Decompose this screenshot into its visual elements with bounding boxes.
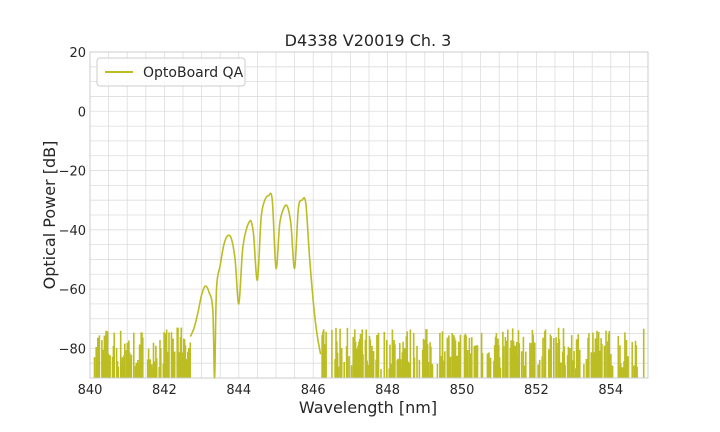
x-tick-label: 842 [152,383,177,398]
x-tick-label: 846 [301,383,326,398]
legend-box [96,57,246,87]
y-tick-label: −80 [59,342,86,357]
plot-area [93,192,645,379]
x-tick-labels: 840 842 844 846 848 850 852 854 [78,383,624,398]
legend: OptoBoard QA [96,57,246,87]
x-tick-label: 844 [226,383,251,398]
series-line-optoboard-qa [189,192,322,379]
y-tick-label: 0 [78,105,86,120]
y-tick-label: 20 [69,46,86,61]
x-axis-label: Wavelength [nm] [299,398,437,417]
x-tick-label: 852 [524,383,549,398]
x-tick-label: 848 [375,383,400,398]
y-tick-label: −40 [59,224,86,239]
x-tick-label: 840 [78,383,103,398]
noise-floor-spikes [93,327,645,378]
y-tick-label: −20 [59,165,86,180]
chart-title: D4338 V20019 Ch. 3 [285,31,452,50]
x-tick-label: 854 [598,383,623,398]
x-tick-label: 850 [450,383,475,398]
y-axis-label: Optical Power [dB] [40,141,59,290]
y-tick-label: −60 [59,283,86,298]
grid-lines [89,51,649,379]
axes-frame [89,51,649,379]
legend-label-optoboard-qa: OptoBoard QA [143,65,244,81]
y-tick-labels: 20 0 −20 −40 −60 −80 [59,46,86,357]
